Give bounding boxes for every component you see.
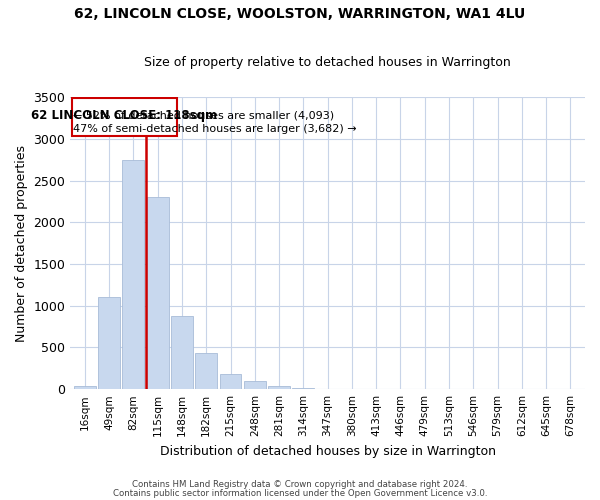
Title: Size of property relative to detached houses in Warrington: Size of property relative to detached ho… <box>144 56 511 70</box>
Text: 62 LINCOLN CLOSE: 118sqm: 62 LINCOLN CLOSE: 118sqm <box>31 109 217 122</box>
Text: 62, LINCOLN CLOSE, WOOLSTON, WARRINGTON, WA1 4LU: 62, LINCOLN CLOSE, WOOLSTON, WARRINGTON,… <box>74 8 526 22</box>
Bar <box>98 296 120 389</box>
X-axis label: Distribution of detached houses by size in Warrington: Distribution of detached houses by size … <box>160 444 496 458</box>
Bar <box>220 374 241 389</box>
Bar <box>268 386 290 389</box>
Text: Contains HM Land Registry data © Crown copyright and database right 2024.: Contains HM Land Registry data © Crown c… <box>132 480 468 489</box>
Bar <box>196 354 217 389</box>
Bar <box>147 197 169 389</box>
Bar <box>71 98 177 136</box>
Bar <box>244 382 266 389</box>
Bar <box>122 160 145 389</box>
Text: Contains public sector information licensed under the Open Government Licence v3: Contains public sector information licen… <box>113 488 487 498</box>
Bar <box>171 316 193 389</box>
Text: 47% of semi-detached houses are larger (3,682) →: 47% of semi-detached houses are larger (… <box>73 124 356 134</box>
Y-axis label: Number of detached properties: Number of detached properties <box>15 144 28 342</box>
Bar <box>292 388 314 389</box>
Bar <box>74 386 96 389</box>
Text: ← 52% of detached houses are smaller (4,093): ← 52% of detached houses are smaller (4,… <box>73 110 334 120</box>
